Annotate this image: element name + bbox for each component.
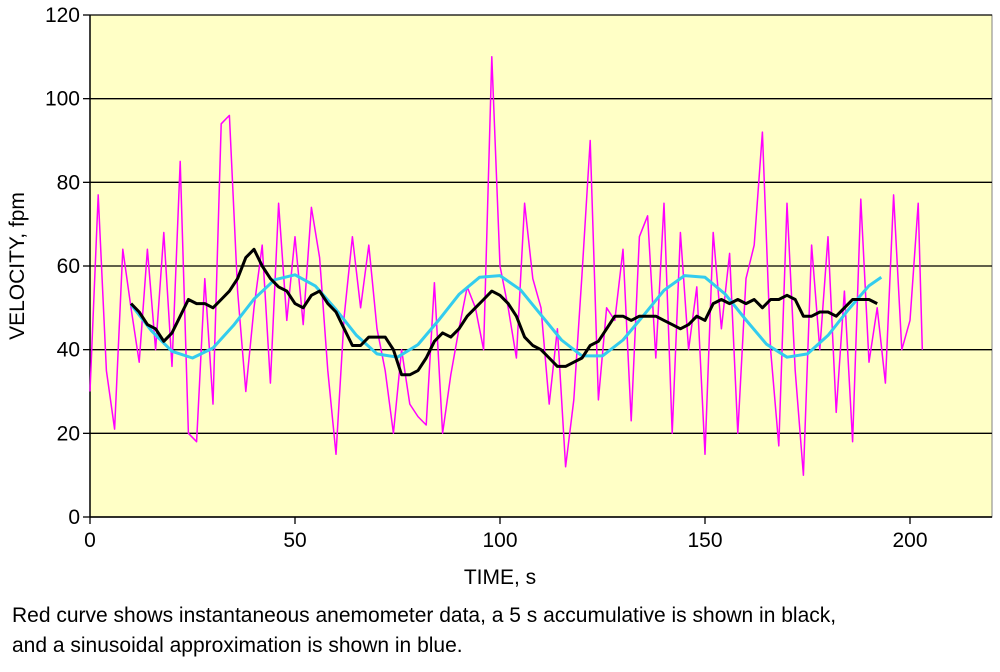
x-tick-label: 50 xyxy=(283,529,306,552)
x-tick-label: 100 xyxy=(482,529,517,552)
series-line xyxy=(129,247,878,377)
caption: Red curve shows instantaneous anemometer… xyxy=(12,604,836,627)
y-tick-label: 100 xyxy=(45,88,80,111)
x-tick-label: 150 xyxy=(687,529,722,552)
y-tick-label: 80 xyxy=(57,171,80,194)
series-line xyxy=(129,273,883,360)
y-tick-label: 120 xyxy=(45,4,80,27)
series-line xyxy=(89,56,924,476)
y-axis-label: VELOCITY, fpm xyxy=(6,192,29,340)
y-tick-label: 20 xyxy=(57,422,80,445)
x-tick-label: 200 xyxy=(892,529,927,552)
x-axis-label: TIME, s xyxy=(464,566,536,589)
x-tick-label: 0 xyxy=(84,529,96,552)
y-tick-label: 60 xyxy=(57,255,80,278)
y-tick-label: 0 xyxy=(68,506,80,529)
caption: and a sinusoidal approximation is shown … xyxy=(12,634,463,657)
y-tick-label: 40 xyxy=(57,339,80,362)
